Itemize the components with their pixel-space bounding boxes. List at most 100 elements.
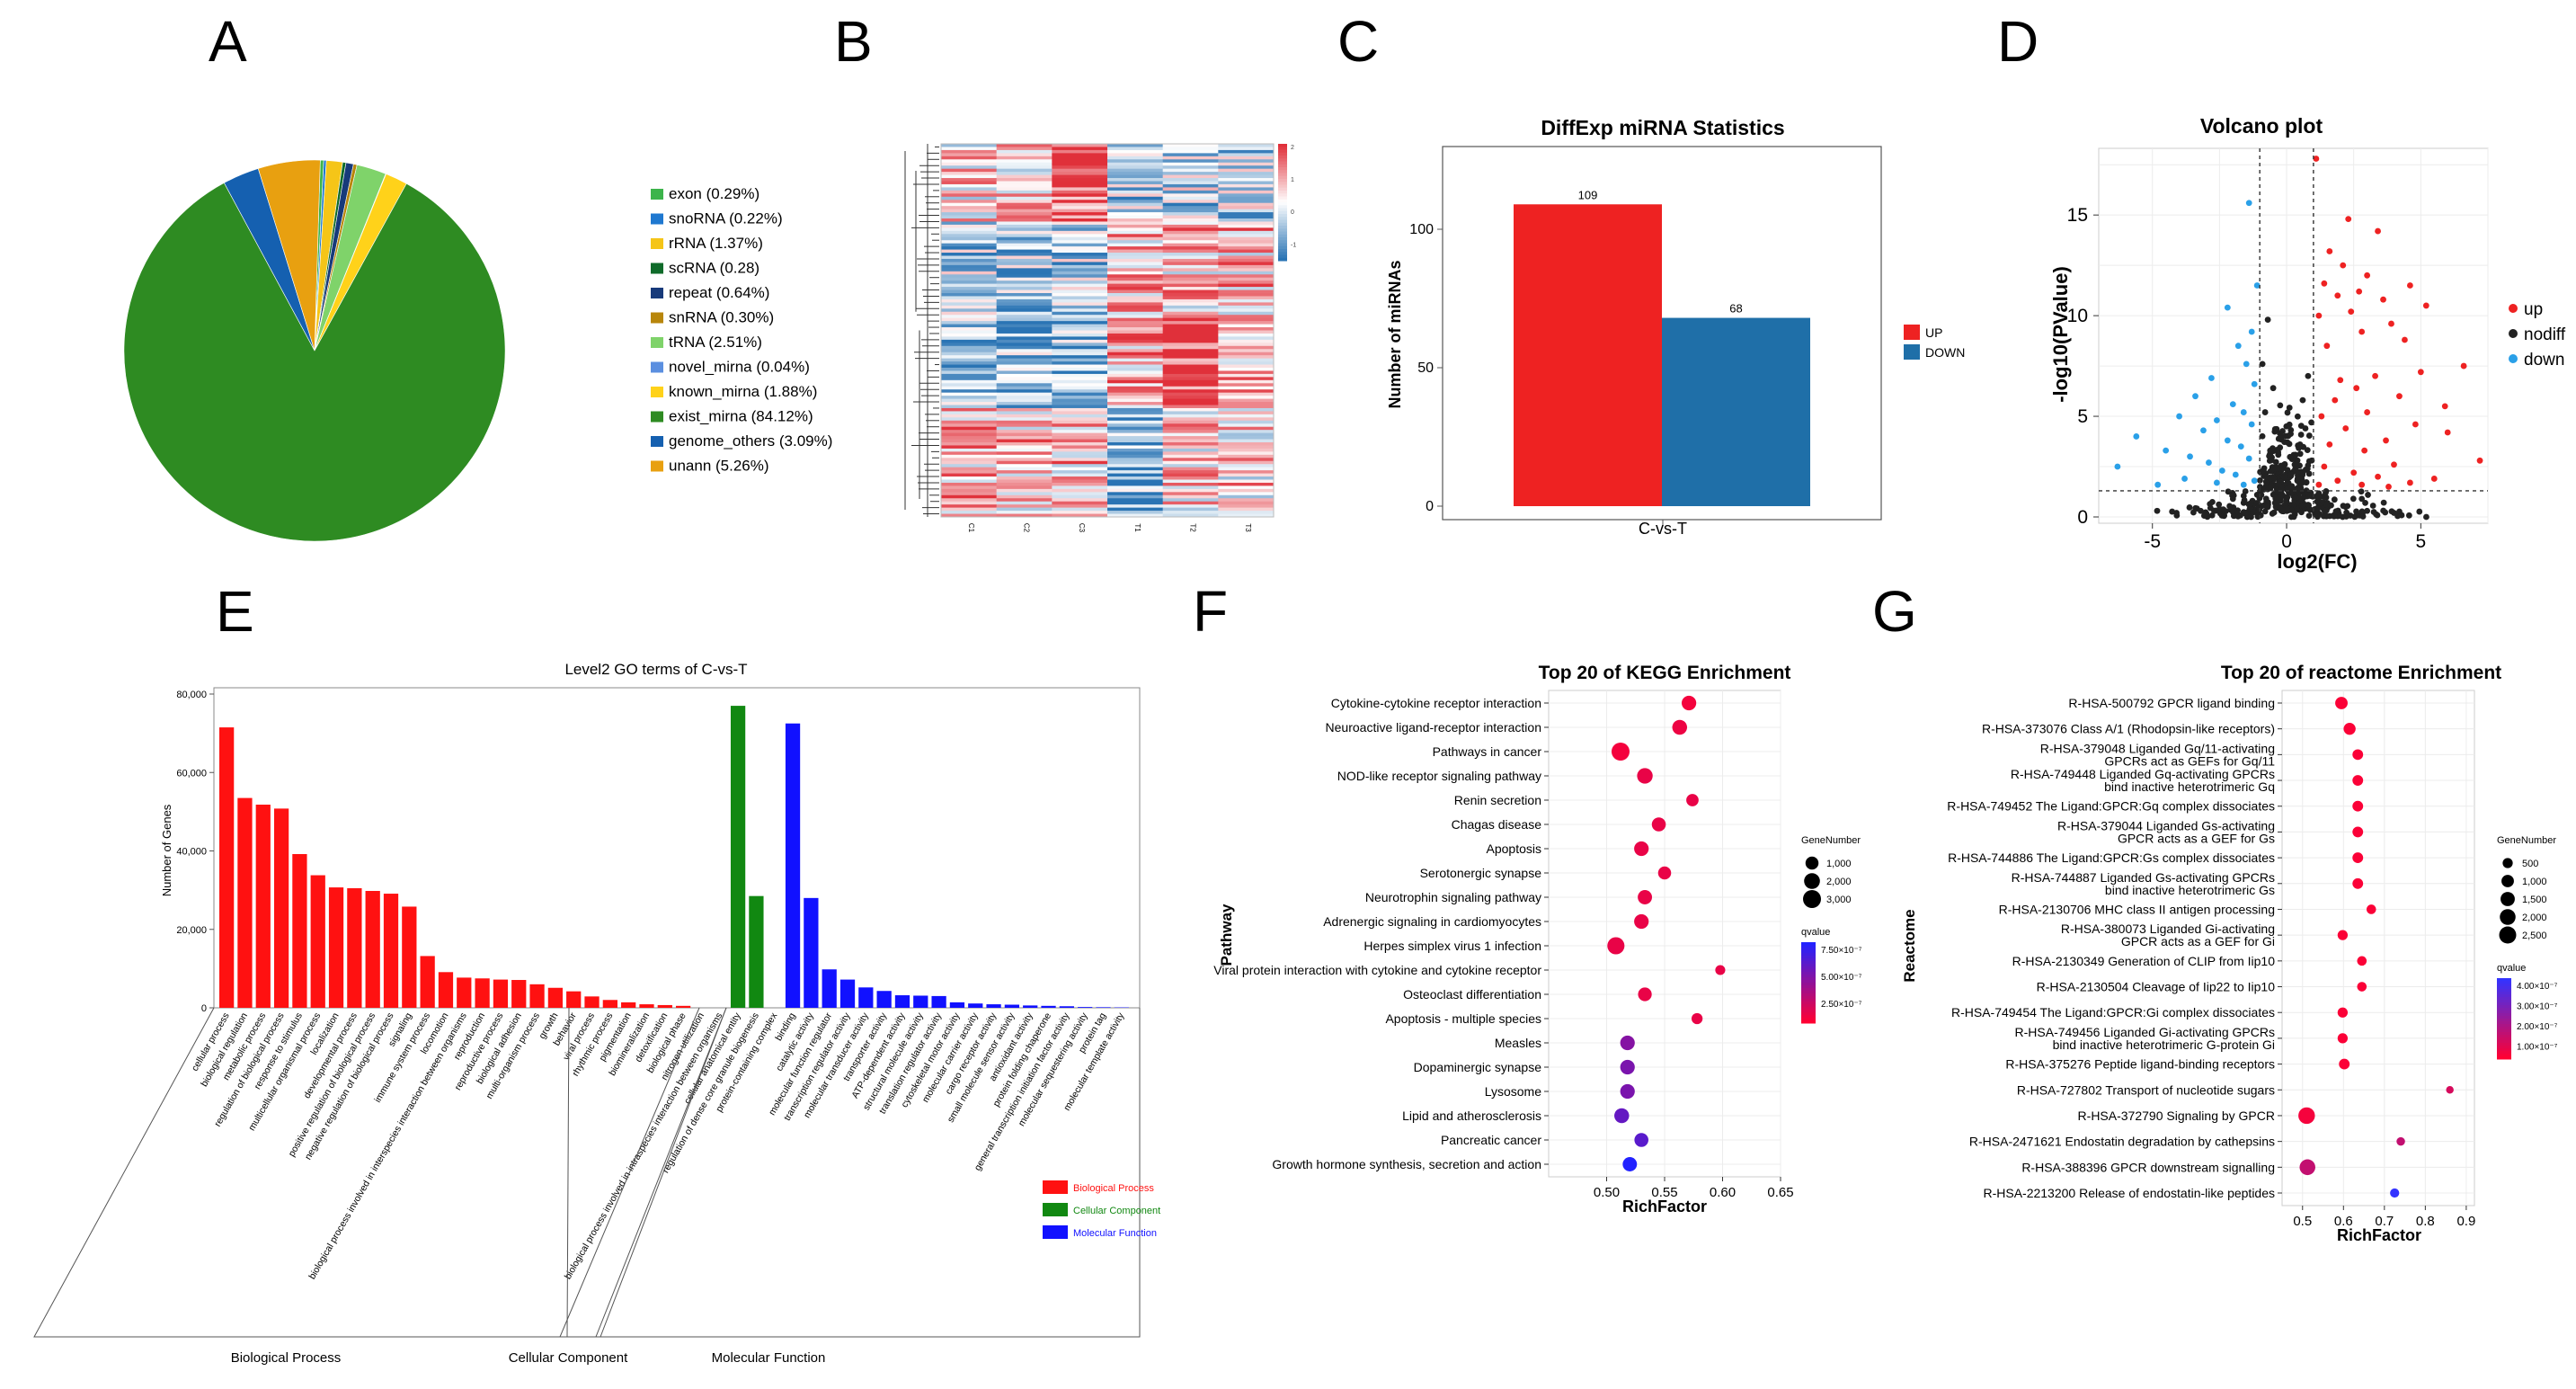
d-point-nodiff (2246, 505, 2253, 512)
heatmap-cell (941, 333, 998, 337)
heatmap-cell (1107, 423, 1164, 428)
d-point-up (2315, 312, 2323, 319)
e-bar (1059, 1006, 1074, 1008)
heatmap-cell (996, 289, 1053, 294)
d-point-down (2208, 375, 2215, 381)
heatmap-cell (1107, 321, 1164, 325)
heatmap-cell (996, 212, 1053, 216)
d-legend-dot-up (2509, 304, 2518, 313)
heatmap-cell (1218, 190, 1275, 194)
heatmap-cell (941, 190, 998, 194)
e-bar (1096, 1007, 1111, 1008)
heatmap-cell (1162, 396, 1219, 399)
heatmap-cell (1107, 492, 1164, 496)
heatmap-cell (1107, 147, 1164, 151)
e-bar (876, 991, 892, 1008)
d-point-up (2407, 479, 2413, 486)
d-point-down (2229, 401, 2236, 408)
heatmap-cell (1107, 187, 1164, 191)
size-legend-dot (1805, 856, 1819, 870)
d-point-up (2342, 425, 2349, 432)
color-legend-segment (2497, 1008, 2511, 1011)
heatmap-cell (1052, 368, 1108, 371)
heatmap-cell (941, 178, 998, 182)
heatmap-cell (941, 476, 998, 480)
heatmap-cell (941, 473, 998, 477)
color-legend-segment (1801, 1020, 1816, 1024)
heatmap-cell (1107, 305, 1164, 309)
heatmap-cell (941, 289, 998, 294)
panel-label-g: G (1872, 579, 1917, 644)
legend-swatch-novel_mirna (651, 361, 663, 373)
heatmap-cell (1218, 200, 1275, 204)
heatmap-cell (1107, 174, 1164, 179)
heatmap-cell (1218, 370, 1275, 375)
heatmap-cell (1162, 407, 1219, 412)
d-point-nodiff (2284, 409, 2291, 416)
heatmap-cell (1162, 187, 1219, 191)
heatmap-cell (1218, 280, 1275, 285)
category-label: R-HSA-500792 GPCR ligand binding (2068, 696, 2275, 710)
color-scale-segment (1278, 214, 1287, 218)
heatmap-cell (1218, 339, 1275, 343)
heatmap-cell (1052, 209, 1108, 213)
bubble-point (1634, 913, 1649, 930)
heatmap-cell (1052, 373, 1108, 378)
heatmap-cell (996, 445, 1053, 450)
size-legend-label: 2,000 (1826, 877, 1852, 887)
heatmap-cell (996, 243, 1053, 247)
color-scale-segment (1278, 161, 1287, 165)
d-point-nodiff (2362, 500, 2368, 506)
heatmap-cell (1107, 224, 1164, 228)
d-point-nodiff (2288, 456, 2296, 462)
color-scale-segment (1278, 202, 1287, 206)
heatmap-cell (1107, 396, 1164, 399)
color-legend-segment (2497, 1027, 2511, 1030)
heatmap-cell (1107, 277, 1164, 281)
heatmap-cell (1218, 364, 1275, 369)
color-legend-segment (1801, 945, 1816, 948)
heatmap-cell (941, 280, 998, 285)
heatmap-cell (941, 206, 998, 210)
heatmap-cell (1052, 423, 1108, 428)
heatmap-cell (1218, 209, 1275, 213)
heatmap-cell (1162, 240, 1219, 245)
heatmap-cell (1052, 451, 1108, 456)
heatmap-cell (1218, 230, 1275, 235)
bubble-point (2299, 1159, 2315, 1176)
d-point-down (2232, 471, 2239, 478)
d-point-up (2444, 429, 2451, 436)
heatmap-cell (941, 218, 998, 222)
heatmap-cell (1052, 296, 1108, 300)
color-scale-segment (1278, 205, 1287, 209)
d-point-nodiff (2280, 473, 2287, 480)
e-bar (1023, 1005, 1038, 1008)
d-point-down (2253, 282, 2261, 289)
e-bar (310, 875, 325, 1008)
heatmap-cell (1052, 389, 1108, 394)
heatmap-cell (941, 426, 998, 431)
heatmap-cell (1052, 414, 1108, 418)
e-bar (749, 895, 764, 1008)
xtick-label: 0.9 (2456, 1214, 2475, 1229)
color-scale-tick: 2 (1291, 145, 1294, 151)
bubble-point (1620, 1059, 1635, 1075)
heatmap-cell (996, 402, 1053, 405)
heatmap-cell (1052, 345, 1108, 350)
heatmap-cell (941, 343, 998, 347)
d-point-nodiff (2323, 512, 2330, 520)
d-point-up (2388, 320, 2394, 327)
d-ytick-label: 0 (2077, 507, 2088, 528)
e-title: Level2 GO terms of C-vs-T (564, 661, 747, 678)
heatmap-cell (1218, 174, 1275, 179)
heatmap-cell (1162, 202, 1219, 207)
d-point-down (2237, 443, 2244, 450)
heatmap-cell (1107, 361, 1164, 365)
heatmap-cell (1107, 339, 1164, 343)
e-bar (657, 1004, 672, 1008)
heatmap-cell (941, 168, 998, 173)
heatmap-cell (941, 504, 998, 509)
heatmap-cell (1107, 298, 1164, 303)
heatmap-cell (996, 193, 1053, 198)
heatmap-cell (941, 402, 998, 405)
